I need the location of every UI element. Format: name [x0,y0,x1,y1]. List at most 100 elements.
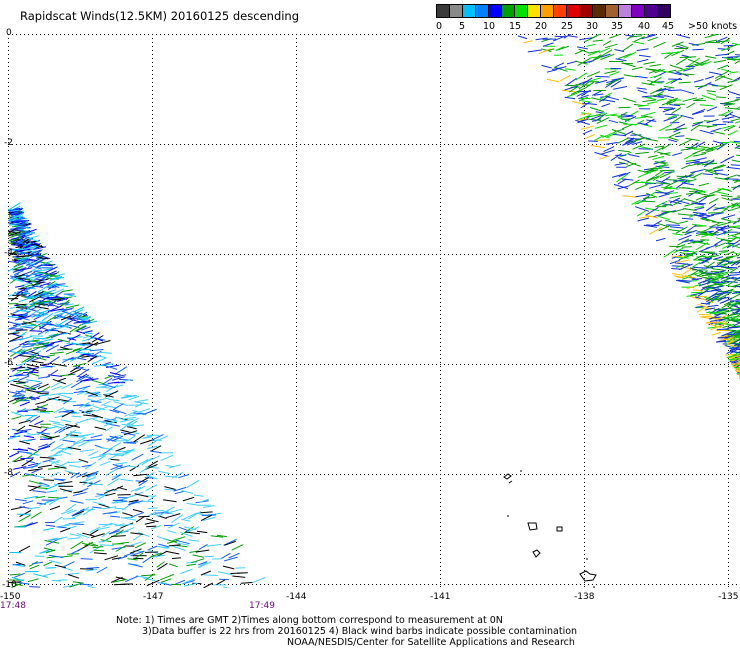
wind-barb [720,124,735,130]
wind-barb [727,312,740,317]
colorbar-label: 30 [586,21,599,32]
wind-barb [128,499,139,503]
wind-barb [38,394,49,397]
wind-barb [717,188,729,191]
wind-barb [38,300,51,304]
wind-barb [668,200,682,205]
wind-barb [252,577,266,584]
wind-barb [734,285,740,288]
wind-barb [8,325,17,330]
wind-barb [164,475,178,478]
wind-barb [546,78,560,83]
wind-barb [680,89,695,95]
wind-barb [168,544,181,547]
wind-barb [43,479,55,481]
wind-barb [726,240,739,249]
wind-barb [67,461,82,464]
wind-barb [598,92,612,101]
wind-barb [35,278,49,283]
wind-barb [67,553,80,555]
wind-barb [610,153,622,162]
wind-barb [11,277,24,282]
wind-barb [30,356,41,362]
wind-barb [648,76,662,86]
wind-barb [59,488,73,493]
wind-barb [24,242,38,249]
wind-barb [694,273,709,280]
wind-barb [662,107,676,113]
wind-barb [76,330,86,335]
wind-barb [696,255,707,258]
wind-barb [13,261,23,268]
wind-barb [735,364,740,367]
wind-barb [709,265,724,268]
wind-barb [646,192,658,198]
wind-barb [17,267,33,272]
wind-barb [69,523,84,525]
wind-barb [13,322,27,326]
wind-barb [191,558,205,564]
wind-barb [186,479,200,489]
wind-barb [128,563,143,568]
wind-barb [694,85,707,88]
wind-barb [121,523,133,527]
wind-barb [124,448,135,454]
wind-barb [575,84,590,86]
wind-barb [623,51,637,59]
island [579,570,597,582]
wind-barb [657,163,666,169]
wind-barb [656,182,671,185]
wind-barb [83,439,94,442]
wind-barb [149,552,162,558]
wind-barb [50,340,63,344]
wind-barb [91,357,106,365]
wind-barb [119,379,131,383]
wind-barb [668,229,681,232]
wind-barb [15,307,28,309]
lon-label: -150 [0,592,21,602]
wind-barb [556,66,567,70]
wind-barb [128,395,140,401]
wind-barb [9,336,22,342]
lon-label: -144 [286,592,307,602]
wind-barb [51,298,64,301]
wind-barb [154,511,169,514]
wind-barb [734,364,740,369]
wind-barb [89,455,105,459]
wind-barb [613,86,628,90]
wind-barb [69,582,84,588]
wind-barb [181,578,196,585]
wind-barb [118,437,129,441]
wind-barb [35,314,47,318]
wind-barb [8,202,21,211]
wind-barb [98,351,112,354]
wind-barb [200,514,213,522]
wind-barb [72,437,86,445]
wind-barb [643,61,655,65]
wind-barb [14,394,24,397]
wind-barb [114,366,128,376]
wind-barb [221,552,231,559]
wind-barb [629,35,643,38]
wind-barb [667,114,678,119]
wind-barb [734,59,740,65]
wind-barb [111,535,126,537]
wind-barb [714,190,728,195]
wind-barb [626,34,636,40]
wind-barb [552,35,567,42]
wind-barb [720,47,730,52]
wind-barb [45,567,57,569]
wind-barb [602,40,612,46]
wind-barb [598,47,611,54]
wind-barb [647,167,657,170]
wind-barb [726,277,737,279]
colorbar-label: 45 [662,21,675,32]
wind-barb [146,455,161,463]
colorbar-label: 25 [561,21,574,32]
wind-barb [721,330,736,337]
wind-barb [605,113,618,117]
wind-barb [665,128,677,131]
wind-barb [13,258,28,263]
wind-barb [685,275,696,279]
wind-barb [28,424,42,429]
